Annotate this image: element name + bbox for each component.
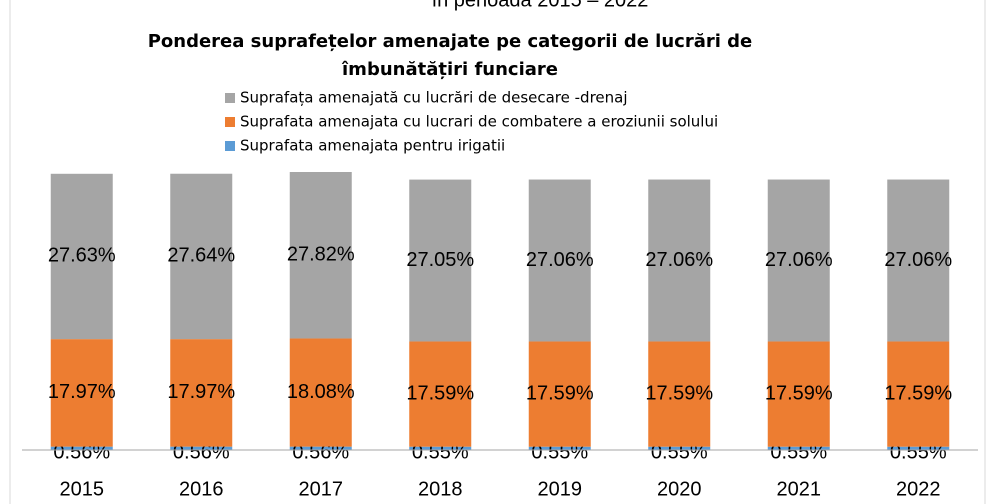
legend-label: Suprafata amenajata cu lucrari de combat… — [240, 113, 718, 131]
title-box: Ponderea suprafețelor amenajate pe categ… — [147, 31, 753, 80]
bar-segment — [289, 338, 352, 447]
data-label: 27.06% — [884, 249, 952, 271]
data-label: 17.59% — [406, 382, 474, 404]
data-label: 0.55% — [531, 441, 588, 463]
data-label: 0.56% — [53, 441, 110, 463]
bar-segment — [648, 341, 711, 447]
x-tick-label: 2020 — [657, 478, 702, 500]
data-label: 17.97% — [167, 381, 235, 403]
bar-segment — [170, 339, 233, 447]
bar-segment — [648, 179, 711, 342]
data-label: 18.08% — [287, 381, 355, 403]
chart-title: Ponderea suprafețelor amenajate pe categ… — [147, 31, 753, 80]
bar-segment — [767, 446, 830, 450]
data-label: 0.55% — [412, 441, 469, 463]
bar-segment — [887, 179, 950, 342]
data-label: 0.56% — [292, 441, 349, 463]
data-label: 27.05% — [406, 249, 474, 271]
bar-segment — [648, 446, 711, 450]
bar-segment — [170, 173, 233, 340]
x-tick-label: 2021 — [777, 478, 822, 500]
legend-swatch — [225, 141, 235, 151]
data-label: 17.59% — [765, 382, 833, 404]
x-tick-label: 2018 — [418, 478, 463, 500]
x-tick-label: 2017 — [299, 478, 344, 500]
bar-segment — [767, 179, 830, 342]
chart-subtitle: în perioada 2015 – 2022 — [431, 0, 649, 11]
legend-swatch — [225, 117, 235, 127]
bar-segment — [289, 446, 352, 450]
bar-segment — [409, 179, 472, 342]
data-label: 27.82% — [287, 244, 355, 266]
data-label: 27.64% — [167, 245, 235, 267]
data-label: 27.06% — [645, 249, 713, 271]
bar-segment — [887, 341, 950, 447]
data-label: 17.59% — [884, 382, 952, 404]
x-tick-label: 2016 — [179, 478, 224, 500]
legend-label: Suprafata amenajata pentru irigatii — [240, 137, 505, 155]
bar-segment — [50, 339, 113, 447]
data-label: 17.59% — [645, 382, 713, 404]
bar-segment — [767, 341, 830, 447]
bar-segment — [528, 446, 591, 450]
data-label: 0.55% — [770, 441, 827, 463]
data-label: 27.06% — [765, 249, 833, 271]
data-label: 0.55% — [651, 441, 708, 463]
bar-segment — [528, 179, 591, 342]
x-tick-label: 2022 — [896, 478, 941, 500]
data-label: 0.56% — [173, 441, 230, 463]
data-label: 17.59% — [526, 382, 594, 404]
legend-label: Suprafața amenajată cu lucrări de deseca… — [240, 89, 628, 107]
bar-segment — [289, 172, 352, 339]
data-label: 0.55% — [890, 441, 947, 463]
bar-segment — [50, 173, 113, 340]
x-tick-label: 2015 — [60, 478, 105, 500]
bar-segment — [170, 446, 233, 450]
data-label: 17.97% — [48, 381, 116, 403]
bar-segment — [409, 446, 472, 450]
x-tick-label: 2019 — [538, 478, 583, 500]
bar-segment — [409, 341, 472, 447]
data-label: 27.06% — [526, 249, 594, 271]
bar-segment — [887, 446, 950, 450]
legend-swatch — [225, 93, 235, 103]
bar-segment — [528, 341, 591, 447]
bar-segment — [50, 446, 113, 450]
data-label: 27.63% — [48, 245, 116, 267]
